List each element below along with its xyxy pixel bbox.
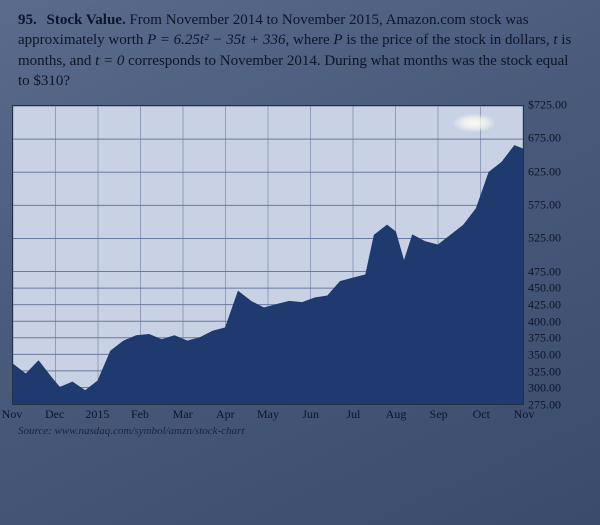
x-tick-label: Jun xyxy=(302,407,319,422)
y-tick-label: 375.00 xyxy=(528,331,561,346)
stock-area-chart xyxy=(12,105,524,405)
x-tick-label: Jul xyxy=(346,407,360,422)
y-axis-labels: $725.00675.00625.00575.00525.00475.00450… xyxy=(528,105,588,405)
y-tick-label: 625.00 xyxy=(528,164,561,179)
x-tick-label: Feb xyxy=(131,407,149,422)
y-tick-label: 350.00 xyxy=(528,348,561,363)
x-tick-label: May xyxy=(257,407,279,422)
body-2: , where xyxy=(285,32,333,48)
y-tick-label: 525.00 xyxy=(528,231,561,246)
x-tick-label: Apr xyxy=(216,407,235,422)
y-tick-label: 675.00 xyxy=(528,131,561,146)
y-tick-label: 450.00 xyxy=(528,281,561,296)
x-tick-label: Sep xyxy=(430,407,448,422)
chart-container: $725.00675.00625.00575.00525.00475.00450… xyxy=(12,105,588,440)
equation: P = 6.25t² − 35t + 336 xyxy=(147,32,285,48)
problem-text: 95. Stock Value. From November 2014 to N… xyxy=(12,10,588,101)
x-tick-label: Mar xyxy=(173,407,193,422)
x-tick-label: Oct xyxy=(473,407,490,422)
body-3: is the price of the stock in dollars, xyxy=(343,32,554,48)
x-tick-label: Aug xyxy=(386,407,407,422)
problem-number: 95. xyxy=(18,12,37,28)
y-tick-label: 575.00 xyxy=(528,198,561,213)
t0: t = 0 xyxy=(95,53,124,69)
y-tick-label: $725.00 xyxy=(528,98,567,113)
y-tick-label: 325.00 xyxy=(528,364,561,379)
page: 95. Stock Value. From November 2014 to N… xyxy=(0,0,600,525)
y-tick-label: 300.00 xyxy=(528,381,561,396)
p-var: P xyxy=(333,32,342,48)
x-tick-label: Nov xyxy=(2,407,23,422)
x-tick-label: Nov xyxy=(514,407,535,422)
y-tick-label: 475.00 xyxy=(528,264,561,279)
x-tick-label: 2015 xyxy=(85,407,109,422)
chart-source: Source: www.nasdaq.com/symbol/amzn/stock… xyxy=(18,425,244,437)
x-tick-label: Dec xyxy=(45,407,64,422)
y-tick-label: 425.00 xyxy=(528,298,561,313)
y-tick-label: 400.00 xyxy=(528,314,561,329)
problem-title: Stock Value. xyxy=(47,12,126,28)
